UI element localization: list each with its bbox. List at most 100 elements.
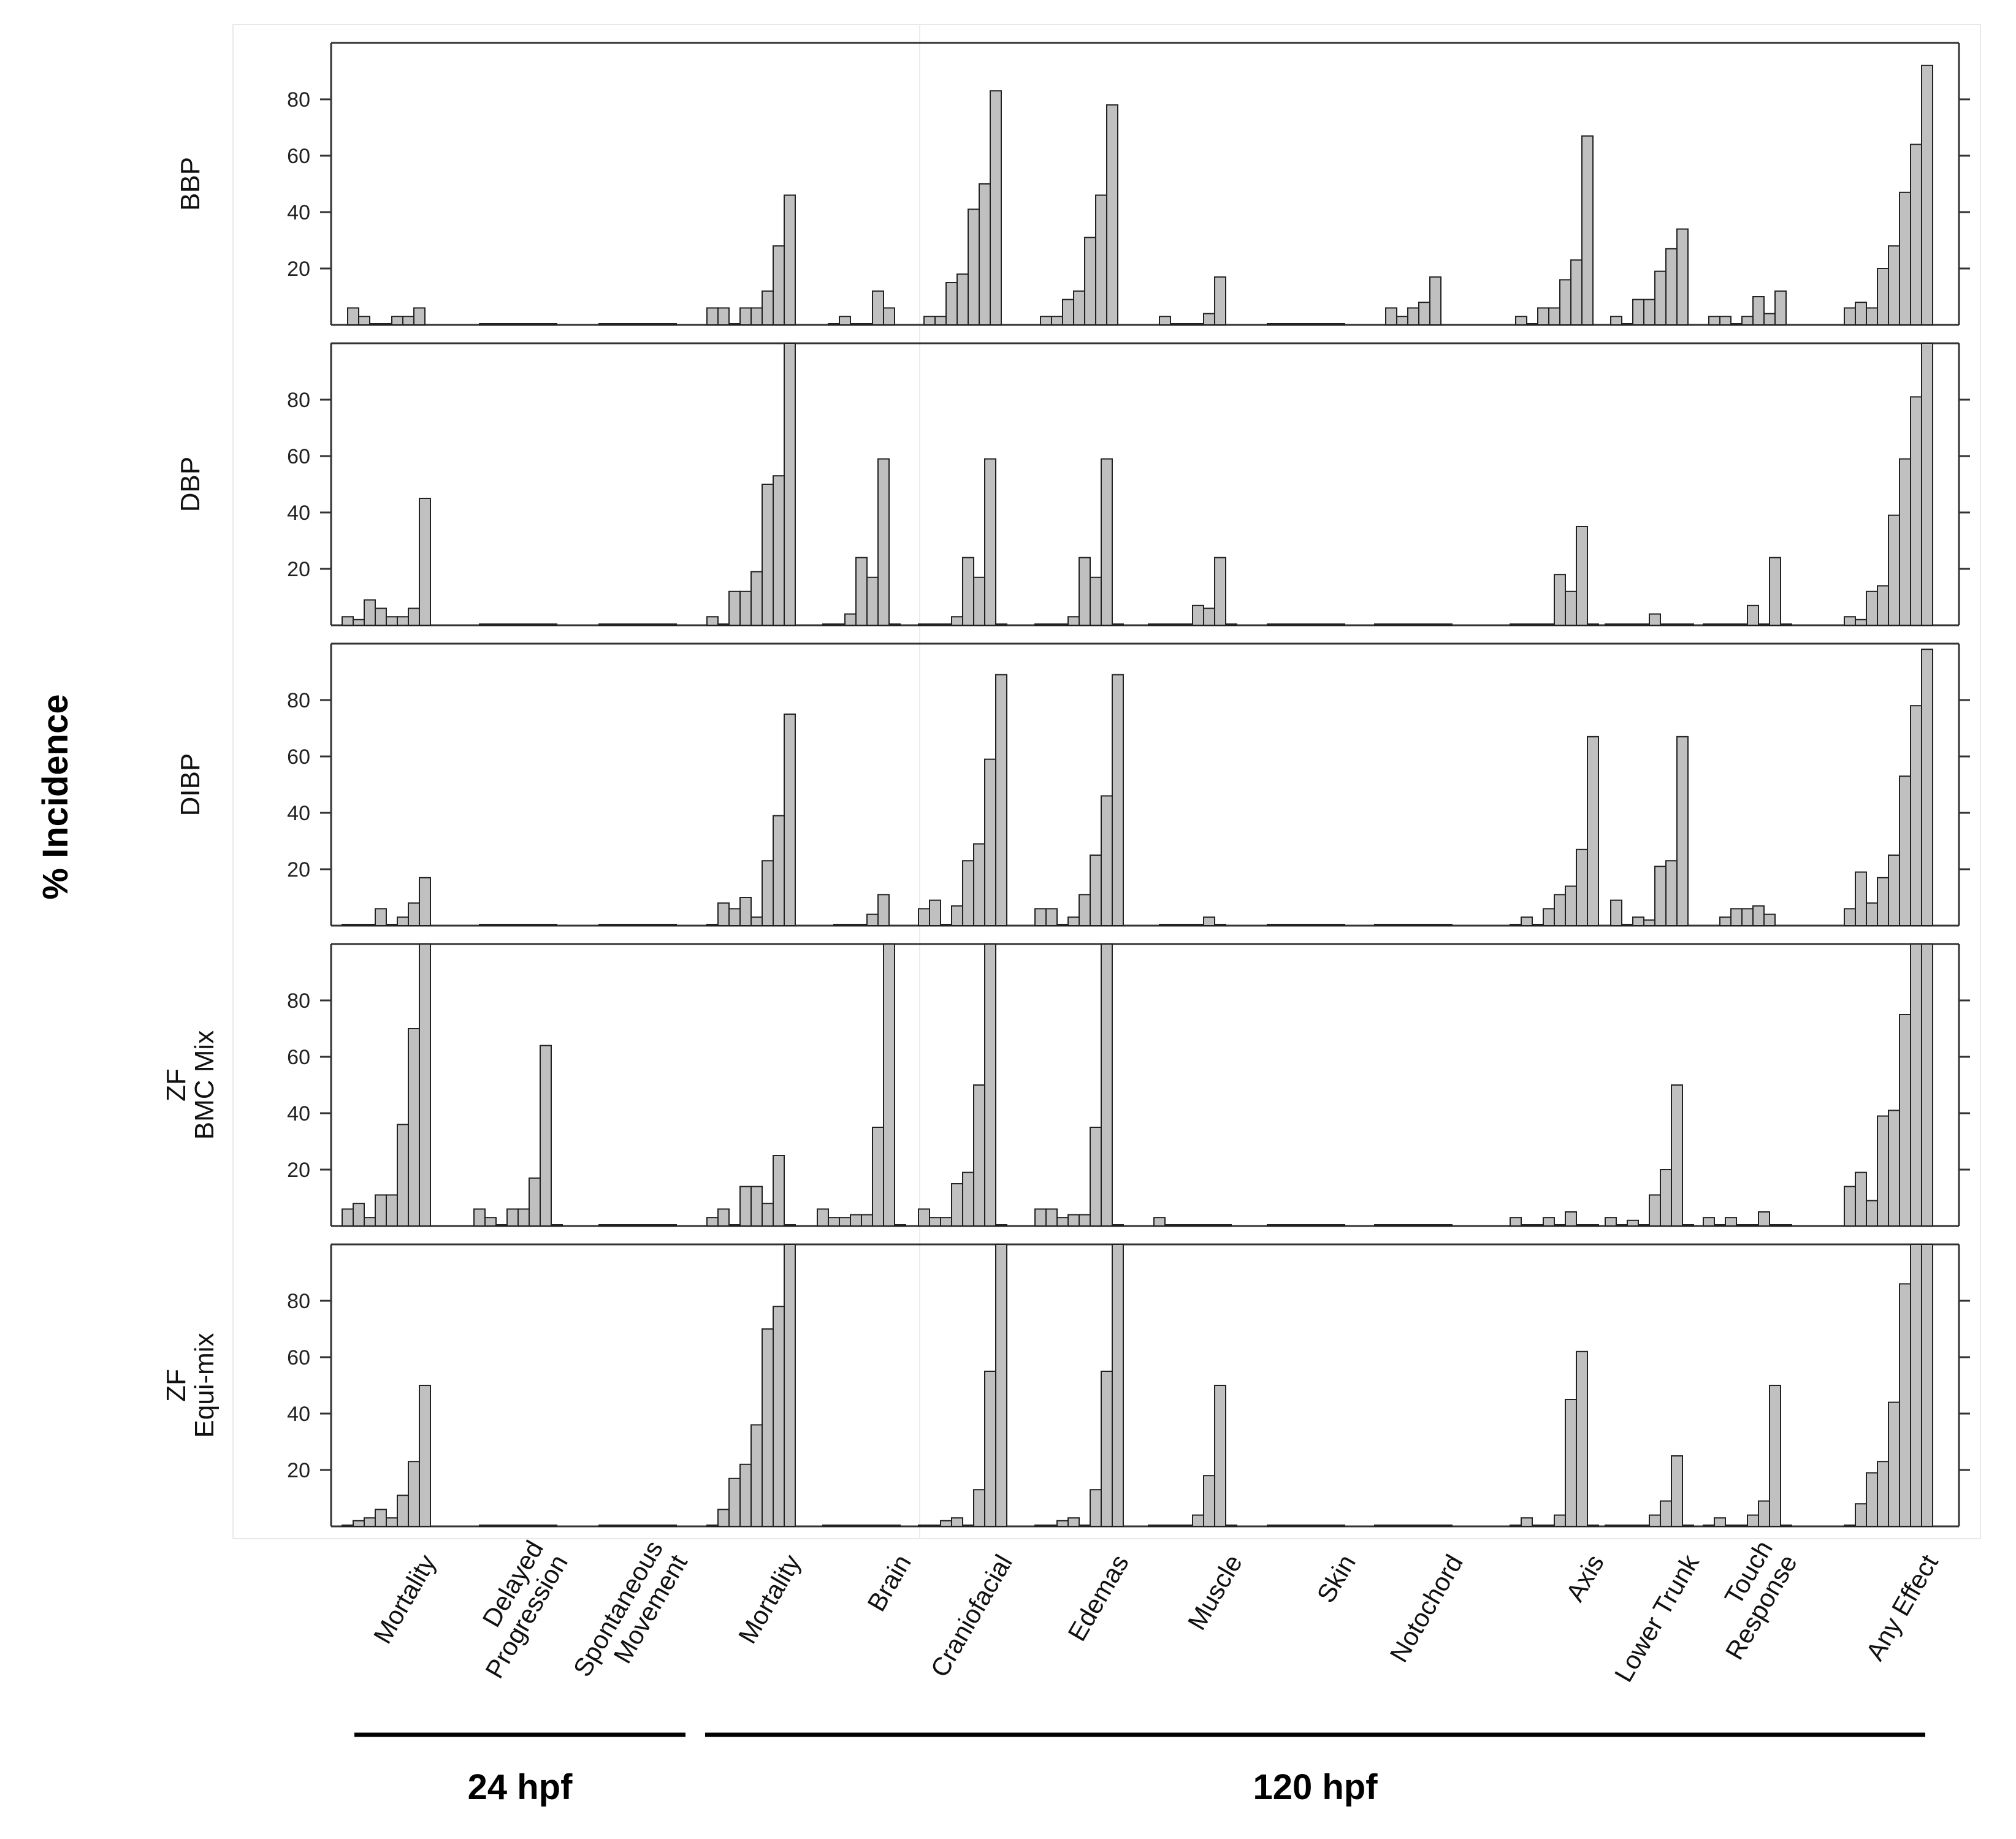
bar bbox=[773, 815, 785, 926]
bar bbox=[1170, 623, 1182, 626]
panel-label: ZF bbox=[161, 1369, 191, 1402]
bar bbox=[1385, 924, 1397, 926]
bar bbox=[479, 323, 491, 326]
bar bbox=[1418, 1525, 1430, 1527]
bar bbox=[1374, 924, 1386, 926]
bar bbox=[1866, 1200, 1878, 1227]
bar bbox=[501, 623, 513, 626]
bar bbox=[1565, 590, 1577, 626]
bar bbox=[1300, 1525, 1312, 1527]
bar bbox=[1747, 1514, 1759, 1528]
bar bbox=[1429, 623, 1441, 626]
panel-label: DIBP bbox=[175, 753, 205, 817]
bar bbox=[1090, 855, 1102, 926]
bar bbox=[490, 1525, 502, 1527]
bar bbox=[1440, 924, 1453, 926]
bar bbox=[1300, 623, 1312, 626]
bar bbox=[1396, 623, 1408, 626]
bar bbox=[1855, 1503, 1867, 1527]
bar bbox=[1660, 1169, 1672, 1227]
bar bbox=[1844, 307, 1856, 326]
bar bbox=[1181, 623, 1193, 626]
bar bbox=[1559, 279, 1571, 326]
bar bbox=[353, 924, 365, 926]
bar bbox=[1289, 1224, 1301, 1227]
bar bbox=[877, 1525, 890, 1527]
bar bbox=[342, 616, 354, 626]
bar bbox=[940, 1217, 952, 1227]
bar bbox=[1725, 1525, 1737, 1527]
bar bbox=[1203, 1475, 1215, 1527]
bar bbox=[1208, 1224, 1221, 1227]
bar bbox=[839, 1217, 851, 1227]
bar bbox=[984, 943, 996, 1227]
bar bbox=[1587, 1525, 1599, 1527]
bar bbox=[364, 1517, 376, 1527]
bar bbox=[1418, 302, 1430, 326]
bar bbox=[523, 1525, 535, 1527]
bar bbox=[1866, 902, 1878, 926]
y-tick-label: 60 bbox=[287, 1046, 310, 1069]
bar bbox=[1877, 877, 1889, 927]
bar bbox=[855, 924, 868, 926]
bar bbox=[1079, 557, 1091, 626]
bar bbox=[956, 273, 969, 326]
bar bbox=[1175, 1224, 1188, 1227]
bar bbox=[1660, 623, 1672, 626]
bar bbox=[1714, 1224, 1726, 1227]
bar bbox=[828, 323, 840, 326]
bar bbox=[1638, 1224, 1650, 1227]
bar bbox=[739, 897, 752, 926]
bar bbox=[1921, 943, 1933, 1227]
bar bbox=[1888, 1110, 1900, 1227]
bar bbox=[784, 1244, 796, 1527]
bar bbox=[962, 1525, 974, 1527]
bar bbox=[609, 623, 622, 626]
bar bbox=[728, 1477, 741, 1528]
bar bbox=[918, 1525, 930, 1527]
bar bbox=[1300, 323, 1312, 326]
y-tick-label: 60 bbox=[287, 145, 310, 168]
category-label-line: Lower Trunk bbox=[1609, 1549, 1705, 1687]
category-label: Brain bbox=[861, 1550, 917, 1616]
bar bbox=[1374, 623, 1386, 626]
bar bbox=[512, 323, 524, 326]
bar bbox=[1587, 623, 1599, 626]
bar bbox=[1056, 623, 1069, 626]
bar bbox=[397, 616, 409, 626]
bar bbox=[1736, 1525, 1748, 1527]
bar bbox=[817, 1208, 829, 1227]
bar bbox=[479, 1525, 491, 1527]
bar bbox=[1333, 1224, 1345, 1227]
bar bbox=[551, 1224, 563, 1227]
bar bbox=[1418, 1224, 1430, 1227]
y-tick-label: 80 bbox=[287, 389, 310, 412]
bar bbox=[1649, 1194, 1661, 1227]
bar bbox=[523, 924, 535, 926]
bar bbox=[1532, 924, 1544, 926]
bar bbox=[1576, 1350, 1588, 1528]
bar bbox=[1763, 313, 1776, 326]
bar bbox=[386, 1517, 398, 1527]
bar bbox=[833, 623, 846, 626]
bar bbox=[1396, 1525, 1408, 1527]
category-label: Mortality bbox=[733, 1550, 806, 1648]
category-label: Craniofacial bbox=[925, 1550, 1018, 1682]
bar bbox=[1322, 924, 1334, 926]
bar bbox=[973, 843, 985, 926]
bar bbox=[1714, 623, 1726, 626]
panel-label: DBP bbox=[175, 457, 205, 512]
bar bbox=[1610, 899, 1622, 926]
bar bbox=[654, 323, 666, 326]
bar bbox=[1910, 396, 1922, 626]
bar bbox=[523, 323, 535, 326]
bar bbox=[1910, 143, 1922, 326]
bar bbox=[408, 1461, 420, 1527]
bar bbox=[1101, 943, 1113, 1227]
bar bbox=[1045, 1525, 1058, 1527]
bar bbox=[380, 323, 392, 326]
bar bbox=[1758, 1211, 1770, 1227]
